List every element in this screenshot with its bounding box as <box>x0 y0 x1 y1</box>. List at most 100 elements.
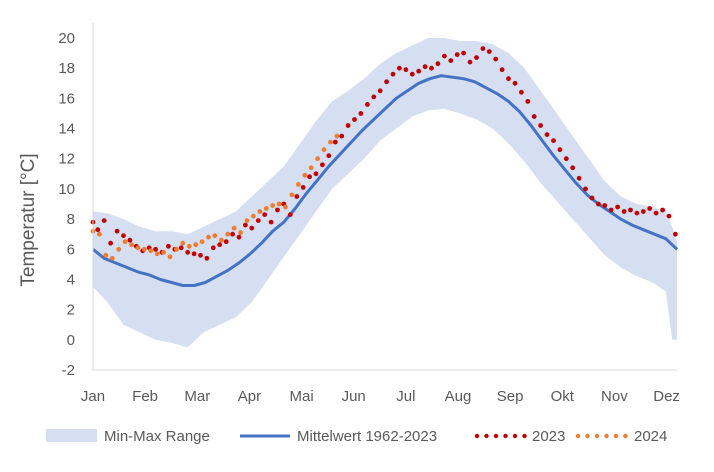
dot-2023 <box>307 174 312 180</box>
dot-2023 <box>486 49 492 54</box>
y-tick-label: 0 <box>67 332 75 349</box>
x-tick-label: Jun <box>342 388 366 405</box>
dot-2023 <box>287 212 293 218</box>
x-tick-label: Apr <box>238 388 261 405</box>
dot-2023 <box>596 201 601 207</box>
legend-dot-2023 <box>522 433 527 439</box>
dot-2023 <box>435 61 441 67</box>
dot-2023 <box>563 156 569 162</box>
dot-2023 <box>467 59 473 65</box>
mean-line-layer <box>92 74 679 287</box>
dot-2023 <box>634 210 640 216</box>
dot-2024 <box>321 147 327 153</box>
dot-2024 <box>231 225 237 231</box>
dot-2023 <box>339 133 345 139</box>
dot-2024 <box>225 231 231 237</box>
legend: Min-Max Range Mittelwert 1962-2023 2023 … <box>46 428 667 445</box>
dot-2024 <box>302 172 308 178</box>
legend-label-2023: 2023 <box>532 428 565 445</box>
dot-2023 <box>108 240 113 246</box>
dot-2024 <box>141 246 147 252</box>
dot-2024 <box>193 242 199 248</box>
dot-2023 <box>153 246 159 252</box>
dot-2023 <box>647 206 653 211</box>
dot-2023 <box>178 245 184 251</box>
dot-2023 <box>461 50 466 56</box>
x-tick-label: Mar <box>184 388 210 405</box>
dot-2023 <box>345 123 351 128</box>
x-tick-label: Dez <box>653 388 680 405</box>
dot-2023 <box>429 65 434 71</box>
dot-2024 <box>167 254 173 260</box>
y-tick-label: 2 <box>67 302 75 319</box>
dot-2023 <box>397 65 402 71</box>
x-tick-label: Feb <box>132 388 158 405</box>
dot-2023 <box>570 165 576 171</box>
dot-2024 <box>308 165 314 171</box>
dot-2024 <box>154 251 160 257</box>
dot-2023 <box>352 117 357 122</box>
dot-2024 <box>129 242 134 248</box>
y-tick-label: 12 <box>58 151 75 168</box>
dot-2023 <box>236 234 242 240</box>
y-tick-label: 4 <box>67 272 75 289</box>
legend-dot-2023 <box>493 433 499 439</box>
y-tick-label: 6 <box>67 241 75 258</box>
dot-2024 <box>180 240 186 246</box>
legend-swatch-2024 <box>575 433 628 439</box>
dot-2024 <box>116 246 122 252</box>
dot-2024 <box>161 249 167 255</box>
dot-2023 <box>493 56 499 62</box>
y-tick-label: 8 <box>67 211 75 228</box>
legend-dot-2024 <box>604 433 609 439</box>
dot-2023 <box>95 227 101 233</box>
dot-2023 <box>275 207 280 213</box>
dot-2023 <box>583 186 588 192</box>
dot-2024 <box>263 206 269 211</box>
y-tick-label: 14 <box>58 121 75 138</box>
dot-2023 <box>628 207 633 213</box>
dot-2023 <box>191 251 197 257</box>
dot-2024 <box>251 213 256 219</box>
dot-2023 <box>416 68 422 74</box>
dot-2023 <box>442 53 447 59</box>
dot-2023 <box>653 210 659 216</box>
dot-2023 <box>390 71 396 77</box>
legend-label-2024: 2024 <box>634 428 667 445</box>
dot-2023 <box>204 255 210 261</box>
dot-2023 <box>262 212 268 218</box>
legend-dot-2024 <box>585 433 590 439</box>
y-tick-label: 20 <box>58 30 75 47</box>
dot-2023 <box>454 52 460 57</box>
dot-2023 <box>249 225 255 231</box>
dot-2023 <box>223 239 229 245</box>
dot-2023 <box>326 153 332 159</box>
dot-2023 <box>448 58 454 63</box>
dot-2024 <box>135 245 141 251</box>
dot-2023 <box>127 237 133 243</box>
dot-2023 <box>576 175 582 181</box>
dot-2023 <box>512 80 518 86</box>
dot-2023 <box>384 79 389 85</box>
dot-2023 <box>268 219 274 225</box>
dot-2023 <box>608 207 614 213</box>
dot-2023 <box>313 171 319 177</box>
dot-2023 <box>198 252 203 258</box>
legend-label-mean: Mittelwert 1962-2023 <box>297 428 437 445</box>
dot-2023 <box>538 123 543 128</box>
dot-2023 <box>230 231 236 237</box>
legend-dot-2023 <box>474 433 480 439</box>
dot-2023 <box>332 139 338 145</box>
dot-2024 <box>244 218 250 224</box>
dot-2023 <box>166 243 171 249</box>
dot-2023 <box>217 242 223 248</box>
dot-2024 <box>315 156 320 162</box>
dot-2024 <box>219 237 224 243</box>
dot-2024 <box>283 204 288 210</box>
dot-2024 <box>238 230 244 236</box>
y-tick-label: 18 <box>58 60 75 77</box>
dot-2024 <box>97 231 102 237</box>
dot-2023 <box>255 218 261 224</box>
